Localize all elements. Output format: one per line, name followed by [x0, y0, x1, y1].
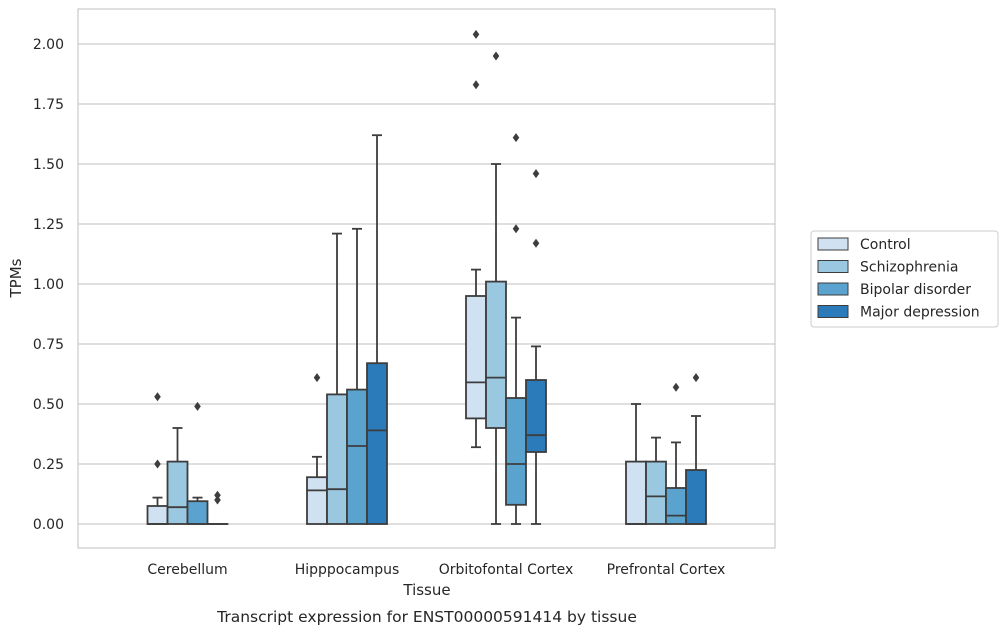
grid-lines [78, 43, 775, 525]
box-schizophrenia [485, 51, 507, 525]
box-iqr [665, 487, 687, 525]
box-iqr [366, 362, 388, 525]
box-major-depression [206, 490, 229, 525]
outlier-point [472, 80, 480, 90]
y-tick-label: 0.75 [33, 337, 64, 353]
box-bipolar-disorder [186, 401, 209, 525]
outlier-point [512, 133, 520, 143]
outlier-point [672, 382, 680, 392]
legend-swatch [817, 260, 849, 273]
box-major-depression [685, 373, 707, 525]
x-tick-label: Cerebellum [147, 562, 227, 578]
legend-label: Major depression [860, 305, 980, 321]
x-axis-label: Tissue [402, 581, 450, 599]
legend: Control Schizophrenia Bipolar disorder Majo… [810, 230, 999, 328]
y-tick-label: 0.00 [33, 517, 64, 533]
y-tick-label: 1.00 [33, 277, 64, 293]
x-axis-ticks: Cerebellum Hipppocampus Orbitofontal Corte… [147, 562, 725, 578]
box-iqr [645, 460, 667, 525]
box-iqr [146, 505, 169, 525]
y-axis-label: TPMs [7, 258, 25, 298]
legend-frame [810, 230, 999, 328]
box-iqr [525, 379, 547, 453]
box-iqr [306, 476, 328, 525]
outlier-point [492, 51, 500, 61]
outlier-point [532, 238, 540, 248]
outlier-point [214, 490, 221, 500]
legend-swatch [817, 237, 849, 251]
box-major-depression [366, 134, 388, 525]
box-control [465, 29, 487, 449]
y-axis-ticks: 0.00 0.25 0.50 0.75 1.00 1.25 1.50 1.75 2.00 [33, 37, 64, 533]
outlier-point [154, 459, 161, 469]
legend-swatch [817, 305, 849, 318]
outlier-point [532, 169, 540, 179]
y-tick-label: 2.00 [33, 37, 64, 53]
y-tick-label: 1.25 [33, 217, 64, 233]
box-control [306, 373, 328, 525]
x-tick-label: Orbitofontal Cortex [439, 562, 574, 578]
box-major-depression [525, 169, 547, 525]
legend-swatch [817, 282, 849, 296]
box-iqr [346, 388, 368, 525]
box-iqr [485, 280, 507, 429]
legend-label: Bipolar disorder [860, 282, 971, 298]
box-control [625, 403, 647, 525]
box-schizophrenia [645, 436, 667, 525]
box-iqr [186, 500, 209, 525]
plot-boxes [146, 29, 707, 525]
outlier-point [194, 401, 201, 411]
y-tick-label: 1.50 [33, 157, 64, 173]
box-iqr [625, 460, 647, 525]
outlier-point [214, 495, 221, 505]
box-bipolar-disorder [505, 133, 527, 525]
chart-caption: Transcript expression for ENST0000059141… [216, 608, 637, 626]
outlier-point [692, 373, 700, 383]
box-iqr [465, 295, 487, 420]
plot-frame [77, 8, 776, 549]
y-tick-label: 0.25 [33, 457, 64, 473]
box-iqr [326, 393, 348, 525]
outlier-point [313, 373, 321, 383]
legend-label: Schizophrenia [860, 260, 958, 276]
legend-label: Control [860, 237, 911, 253]
box-schizophrenia [166, 427, 189, 525]
outlier-point [154, 392, 161, 402]
box-bipolar-disorder [346, 227, 368, 525]
box-iqr [685, 469, 707, 525]
outlier-point [512, 224, 520, 234]
box-iqr [505, 397, 527, 506]
outlier-point [472, 29, 480, 39]
x-tick-label: Prefrontal Cortex [607, 562, 726, 578]
y-tick-label: 1.75 [33, 97, 64, 113]
box-bipolar-disorder [665, 382, 687, 525]
box-schizophrenia [326, 232, 348, 525]
x-tick-label: Hipppocampus [295, 562, 400, 578]
y-tick-label: 0.50 [33, 397, 64, 413]
box-iqr [166, 460, 189, 525]
box-control [146, 392, 169, 525]
